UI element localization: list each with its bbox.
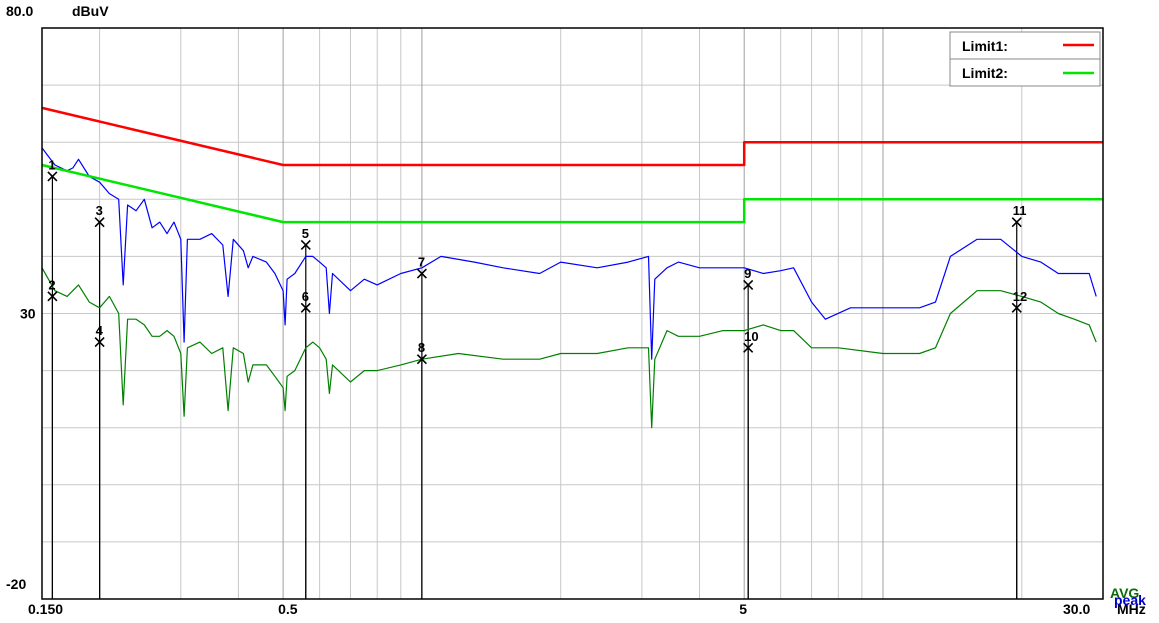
- marker-label: 11: [1013, 203, 1027, 218]
- marker-x-symbol: [94, 336, 105, 348]
- marker-x-symbol: [416, 354, 427, 365]
- series-line-avg: [41, 267, 1097, 429]
- x-tick-label: 0.150: [28, 601, 63, 617]
- legend: Limit1: Limit2:: [949, 31, 1101, 87]
- marker-x-symbol: [416, 268, 427, 279]
- marker-x-symbol: [47, 291, 58, 302]
- marker-label: 6: [302, 289, 309, 304]
- corner-label-peak: peak: [1114, 592, 1146, 608]
- x-tick-label: 30.0: [1063, 601, 1090, 617]
- marker-x-symbol: [47, 171, 58, 182]
- marker-x-symbol: [1011, 217, 1022, 228]
- series-line-limit1: [41, 106, 1103, 167]
- marker-label: 1: [48, 157, 55, 172]
- marker-x-symbol: [300, 302, 311, 313]
- marker-label: 5: [302, 226, 309, 241]
- marker-x-symbol: [743, 279, 754, 291]
- marker-x-symbol: [743, 342, 754, 353]
- marker-x-symbol: [300, 239, 311, 251]
- y-tick-label: 80.0: [6, 3, 33, 19]
- series-line-limit2: [41, 163, 1103, 224]
- legend-limit1-label: Limit1:: [962, 38, 1008, 54]
- marker-lines: [51, 176, 1018, 599]
- marker-label: 8: [418, 340, 425, 355]
- corner-label-avg: AVG: [1110, 585, 1139, 601]
- y-tick-label: 30: [20, 306, 36, 322]
- marker-label: 12: [1013, 289, 1027, 304]
- y-tick-labels: 80.0 30 -20: [6, 3, 36, 592]
- marker-label: 4: [96, 323, 104, 338]
- series-lines: [41, 106, 1103, 429]
- marker-label: 10: [744, 329, 758, 344]
- series-line-peak: [41, 147, 1097, 360]
- marker-label: 7: [418, 255, 425, 270]
- marker-x-symbol: [94, 217, 105, 228]
- marker-label: 2: [48, 277, 55, 292]
- y-tick-label: -20: [6, 576, 26, 592]
- marker-x-symbol: [1011, 302, 1022, 313]
- x-tick-labels: 0.150 0.5 5 30.0: [28, 601, 1090, 617]
- y-unit-label: dBuV: [72, 3, 109, 19]
- marker-label: 3: [96, 203, 103, 218]
- x-unit-label: MHz: [1117, 601, 1146, 617]
- x-tick-label: 5: [739, 601, 747, 617]
- marker-label: 9: [744, 266, 751, 281]
- plot-frame: [41, 27, 1104, 600]
- legend-limit2-label: Limit2:: [962, 65, 1008, 81]
- x-tick-label: 0.5: [278, 601, 298, 617]
